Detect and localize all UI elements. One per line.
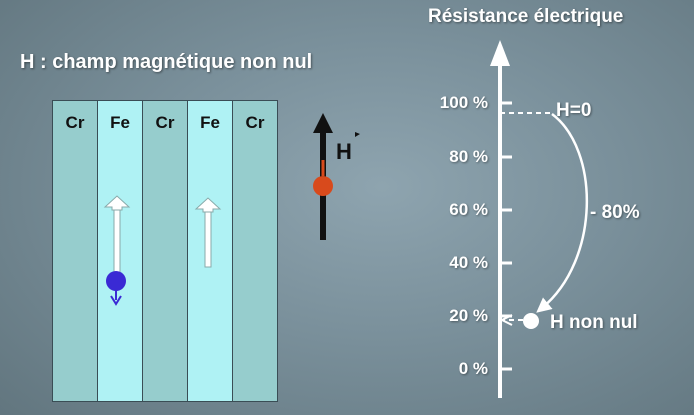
field-label: H [336, 139, 352, 164]
layer-cr-2: Cr [143, 101, 188, 401]
electron-icon [106, 271, 126, 306]
layer-label: Fe [110, 113, 130, 132]
h-nonzero-label: H non nul [550, 312, 638, 333]
layer-cr-3: Cr [233, 101, 277, 401]
spin-arrow-up-icon [103, 195, 131, 278]
resistance-axis [490, 40, 512, 398]
h-nonzero-arrowhead-icon [499, 314, 513, 326]
heading: H : champ magnétique non nul [20, 51, 313, 73]
h-zero-label: H=0 [556, 100, 592, 121]
drop-label: - 80% [590, 202, 640, 223]
layer-label: Cr [155, 113, 175, 132]
layer-label: Cr [65, 113, 85, 132]
tick-label-40: 40 % [449, 253, 488, 272]
tick-label-100: 100 % [439, 93, 488, 112]
layer-label: Cr [245, 113, 265, 132]
spin-arrow-up-icon [194, 197, 222, 268]
tick-label-80: 80 % [449, 147, 488, 166]
layer-cr-1: Cr [53, 101, 98, 401]
layer-label: Fe [200, 113, 220, 132]
h-nonzero-dot [523, 313, 539, 329]
axis-title: Résistance électrique [428, 6, 624, 27]
tick-label-60: 60 % [449, 200, 488, 219]
drop-arrow-icon [536, 113, 588, 313]
tick-label-20: 20 % [449, 306, 488, 325]
field-arrow-icon [313, 113, 360, 240]
tick-label-0: 0 % [458, 359, 488, 378]
